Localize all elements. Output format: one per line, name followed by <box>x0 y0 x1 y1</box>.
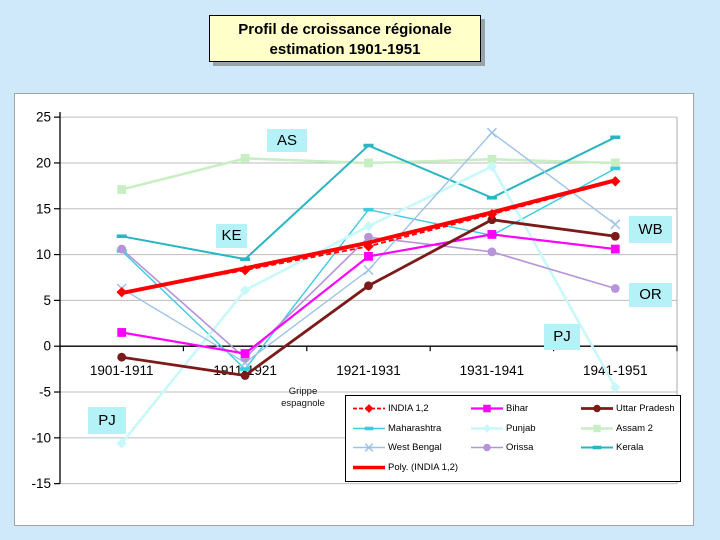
legend-label-india-1-2: INDIA 1,2 <box>388 403 429 415</box>
callout-orissa: OR <box>629 283 672 307</box>
legend-column-1: Bihar Punjab Orissa <box>470 399 580 481</box>
legend-label-kerala: Kerala <box>616 442 644 454</box>
legend-item-india-1-2: INDIA 1,2 <box>352 399 470 419</box>
legend-swatch-punjab <box>471 423 503 433</box>
series-assam-2 <box>117 153 620 194</box>
callout-west-bengal: WB <box>629 216 672 243</box>
series-orissa <box>117 232 620 363</box>
y-axis-labels: 25 20 15 10 5 0 -5 -10 -15 <box>31 110 51 492</box>
chart-legend: INDIA 1,2 Maharashtra West Bengal Poly. (IN… <box>345 395 681 482</box>
legend-swatch-orissa <box>471 444 503 452</box>
legend-item-kerala: Kerala <box>580 438 680 458</box>
series-uttar-pradesh <box>117 215 620 380</box>
annotation-grippe-line1: Grippe <box>288 386 318 397</box>
legend-label-bihar: Bihar <box>506 403 529 415</box>
legend-swatch-assam-2 <box>581 424 613 432</box>
x-tick-label: 1941-1951 <box>583 363 648 378</box>
y-tick-label: 5 <box>43 293 51 308</box>
legend-label-orissa: Orissa <box>506 442 534 454</box>
legend-label-poly-india-1-2: Poly. (INDIA 1,2) <box>388 461 459 473</box>
x-tick-label: 1931-1941 <box>460 363 525 378</box>
annotation-grippe-espagnole: Grippe espagnole <box>270 386 336 409</box>
legend-label-punjab: Punjab <box>506 422 536 434</box>
title-line-1: Profil de croissance régionale <box>238 21 452 38</box>
legend-label-maharashtra: Maharashtra <box>388 422 442 434</box>
legend-swatch-kerala <box>581 445 613 450</box>
legend-swatch-bihar <box>471 405 503 413</box>
legend-item-maharashtra: Maharashtra <box>352 419 470 439</box>
legend-item-assam-2: Assam 2 <box>580 419 680 439</box>
series-india-1-2 <box>116 176 621 298</box>
callout-kerala: KE <box>216 224 247 248</box>
title-box: Profil de croissance régionale estimatio… <box>209 15 481 62</box>
legend-item-punjab: Punjab <box>470 419 580 439</box>
y-tick-label: 20 <box>36 155 51 170</box>
callout-punjab-right: PJ <box>544 324 580 350</box>
y-tick-label: -5 <box>39 385 51 400</box>
legend-item-west-bengal: West Bengal <box>352 438 470 458</box>
annotation-grippe-line2: espagnole <box>281 397 325 409</box>
legend-item-uttar-pradesh: Uttar Pradesh <box>580 399 680 419</box>
legend-item-poly-india-1-2: Poly. (INDIA 1,2) <box>352 458 470 478</box>
legend-swatch-uttar-pradesh <box>581 405 613 413</box>
x-tick-label: 1921-1931 <box>336 363 401 378</box>
callout-assam: AS <box>267 129 307 152</box>
y-tick-label: 15 <box>36 201 51 216</box>
legend-column-2: Uttar Pradesh Assam 2 Kerala <box>580 399 680 481</box>
legend-column-0: INDIA 1,2 Maharashtra West Bengal Poly. (IN… <box>352 399 470 481</box>
legend-label-west-bengal: West Bengal <box>388 442 442 454</box>
series-bihar <box>117 230 620 358</box>
legend-item-bihar: Bihar <box>470 399 580 419</box>
legend-swatch-india-1-2 <box>353 404 385 414</box>
legend-swatch-west-bengal <box>353 443 385 453</box>
legend-item-orissa: Orissa <box>470 438 580 458</box>
y-tick-label: 10 <box>36 247 51 262</box>
y-tick-label: 25 <box>36 110 51 125</box>
legend-label-assam-2: Assam 2 <box>616 422 653 434</box>
y-tick-label: -15 <box>31 476 51 491</box>
legend-swatch-maharashtra <box>353 426 385 431</box>
callout-punjab-left: PJ <box>88 407 126 434</box>
x-tick-label: 1901-1911 <box>90 363 154 378</box>
series-kerala <box>116 135 621 261</box>
title-line-2: estimation 1901-1951 <box>269 41 421 58</box>
y-tick-label: -10 <box>31 430 51 445</box>
legend-swatch-poly-india-1-2 <box>353 465 385 469</box>
y-tick-label: 0 <box>43 339 51 354</box>
legend-label-uttar-pradesh: Uttar Pradesh <box>616 403 675 415</box>
